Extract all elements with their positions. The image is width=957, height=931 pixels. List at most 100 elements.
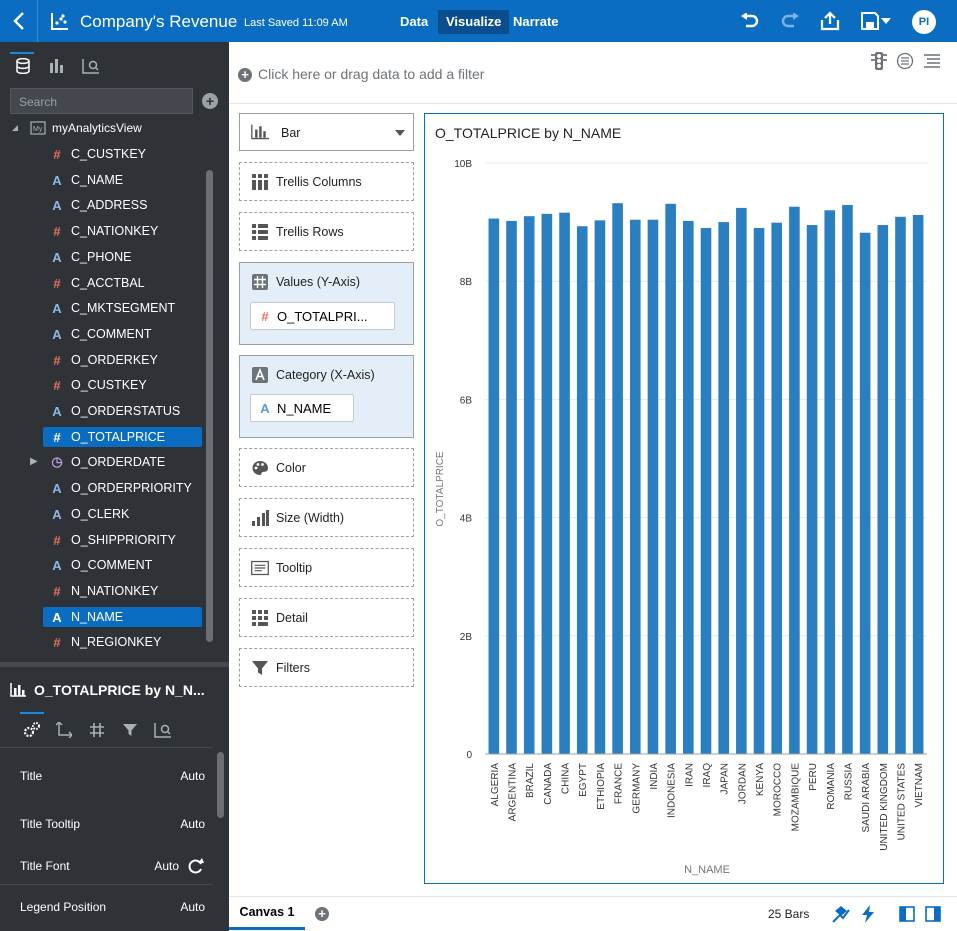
tree-item-n-name[interactable]: A N_NAME <box>43 607 202 627</box>
bar-russia[interactable] <box>842 204 853 754</box>
property-title[interactable]: Title Auto <box>20 766 205 786</box>
bar-japan[interactable] <box>718 222 729 755</box>
property-legend-position[interactable]: Legend Position Auto <box>20 897 205 917</box>
size-dropzone[interactable]: Size (Width) <box>239 498 414 537</box>
tree-item-n-regionkey[interactable]: # N_REGIONKEY <box>43 632 202 652</box>
detail-dropzone[interactable]: Detail <box>239 598 414 637</box>
bar-egypt[interactable] <box>576 226 588 754</box>
tree-item-o-custkey[interactable]: # O_CUSTKEY <box>43 375 202 395</box>
category-pill[interactable]: A N_NAME <box>250 394 354 422</box>
category-x-axis-dropzone[interactable]: Category (X-Axis) A N_NAME <box>239 355 414 438</box>
tree-item-o-orderstatus[interactable]: A O_ORDERSTATUS <box>43 401 202 421</box>
bar-kenya[interactable] <box>753 228 765 754</box>
filter-placeholder[interactable]: Click here or drag data to add a filter <box>258 66 485 82</box>
panel-divider[interactable] <box>0 662 229 667</box>
bar-saudi-arabia[interactable] <box>859 232 871 754</box>
bar-united-kingdom[interactable] <box>877 225 889 754</box>
bar-china[interactable] <box>559 212 570 755</box>
left-panel-toggle-icon[interactable] <box>898 905 916 923</box>
properties-scrollbar[interactable] <box>217 752 224 818</box>
tree-item-c-custkey[interactable]: # C_CUSTKEY <box>43 144 202 164</box>
tree-item-o-orderpriority[interactable]: A O_ORDERPRIORITY <box>43 478 202 498</box>
data-elements-tab[interactable] <box>11 54 35 78</box>
reset-icon[interactable] <box>187 858 205 874</box>
values-tab[interactable] <box>87 720 107 740</box>
tree-item-o-clerk[interactable]: A O_CLERK <box>43 504 202 524</box>
tree-item-c-phone[interactable]: A C_PHONE <box>43 247 202 267</box>
add-canvas-icon[interactable]: + <box>315 907 329 921</box>
auto-apply-icon[interactable] <box>832 905 850 923</box>
export-button[interactable] <box>819 11 841 31</box>
tree-item-c-name[interactable]: A C_NAME <box>43 170 202 190</box>
tree-item-o-comment[interactable]: A O_COMMENT <box>43 555 202 575</box>
bar-mozambique[interactable] <box>789 206 800 754</box>
user-avatar[interactable]: PI <box>912 10 936 34</box>
bar-vietnam[interactable] <box>912 215 924 754</box>
tree-item-o-totalprice[interactable]: # O_TOTALPRICE <box>43 427 202 447</box>
property-title-font[interactable]: Title Font Auto <box>20 856 205 876</box>
tree-item-c-mktsegment[interactable]: A C_MKTSEGMENT <box>43 298 202 318</box>
add-data-button[interactable]: + <box>202 93 218 109</box>
tree-item-n-nationkey[interactable]: # N_NATIONKEY <box>43 581 202 601</box>
analytics-tab[interactable] <box>79 54 103 78</box>
canvas-tab-1[interactable]: Canvas 1 <box>229 897 305 930</box>
tree-item-o-orderkey[interactable]: # O_ORDERKEY <box>43 350 202 370</box>
chart-type-selector[interactable]: Bar <box>239 113 414 151</box>
bar-india[interactable] <box>647 219 659 755</box>
bar-argentina[interactable] <box>506 220 517 755</box>
property-title-tooltip[interactable]: Title Tooltip Auto <box>20 814 205 834</box>
bar-jordan[interactable] <box>736 207 747 754</box>
tree-root[interactable]: My myAnalyticsView <box>10 119 142 137</box>
bar-france[interactable] <box>612 203 623 755</box>
chart-panel[interactable]: O_TOTALPRICE by N_NAME 0 2B 4B 6B 8B 10B ALGE… <box>424 113 944 884</box>
tree-item-c-address[interactable]: A C_ADDRESS <box>43 195 202 215</box>
search-input[interactable]: Search <box>10 88 193 114</box>
explain-icon[interactable] <box>896 52 914 70</box>
tree-item-o-orderdate[interactable]: ◷ O_ORDERDATE ▶ <box>30 452 202 472</box>
axis-tab[interactable] <box>54 720 74 740</box>
property-value[interactable]: Auto <box>154 859 179 873</box>
bar-brazil[interactable] <box>523 216 535 754</box>
bar-peru[interactable] <box>806 225 818 754</box>
visualizations-tab[interactable] <box>45 54 69 78</box>
expand-triangle-icon[interactable]: ▶ <box>30 456 38 467</box>
tree-item-c-acctbal[interactable]: # C_ACCTBAL <box>43 273 202 293</box>
tree-item-c-nationkey[interactable]: # C_NATIONKEY <box>43 221 202 241</box>
tree-item-c-comment[interactable]: A C_COMMENT <box>43 324 202 344</box>
trellis-columns-dropzone[interactable]: Trellis Columns <box>239 162 414 201</box>
tab-visualize[interactable]: Visualize <box>438 10 510 34</box>
add-filter-icon[interactable]: + <box>238 68 252 82</box>
property-value[interactable]: Auto <box>180 900 205 914</box>
bar-morocco[interactable] <box>771 222 783 754</box>
tooltip-dropzone[interactable]: Tooltip <box>239 548 414 587</box>
bar-ethiopia[interactable] <box>594 220 606 754</box>
traffic-light-icon[interactable] <box>870 52 888 70</box>
property-value[interactable]: Auto <box>180 817 205 831</box>
bar-canada[interactable] <box>541 213 553 754</box>
back-button[interactable] <box>0 0 38 42</box>
undo-button[interactable] <box>739 11 761 31</box>
tab-data[interactable]: Data <box>400 14 429 29</box>
color-dropzone[interactable]: Color <box>239 448 414 487</box>
menu-icon[interactable] <box>923 52 941 70</box>
general-tab[interactable] <box>22 720 42 740</box>
bar-romania[interactable] <box>824 210 836 754</box>
bar-iran[interactable] <box>683 220 694 755</box>
values-pill[interactable]: # O_TOTALPRI... <box>250 302 395 330</box>
values-y-axis-dropzone[interactable]: Values (Y-Axis) # O_TOTALPRI... <box>239 262 414 345</box>
property-value[interactable]: Auto <box>180 769 205 783</box>
redo-button[interactable] <box>779 11 801 31</box>
analytics-tab[interactable] <box>153 720 173 740</box>
tab-narrate[interactable]: Narrate <box>513 14 559 29</box>
filters-tab[interactable] <box>120 720 140 740</box>
save-menu-button[interactable] <box>858 11 894 31</box>
bar-indonesia[interactable] <box>665 203 676 754</box>
tree-scrollbar[interactable] <box>206 170 213 642</box>
lightning-icon[interactable] <box>859 905 877 923</box>
right-panel-toggle-icon[interactable] <box>924 905 942 923</box>
bar-germany[interactable] <box>629 219 641 755</box>
bar-algeria[interactable] <box>488 218 500 754</box>
filter-bar[interactable]: Click here or drag data to add a filter <box>229 42 957 104</box>
bar-united-states[interactable] <box>895 216 906 754</box>
filters-dropzone[interactable]: Filters <box>239 648 414 687</box>
